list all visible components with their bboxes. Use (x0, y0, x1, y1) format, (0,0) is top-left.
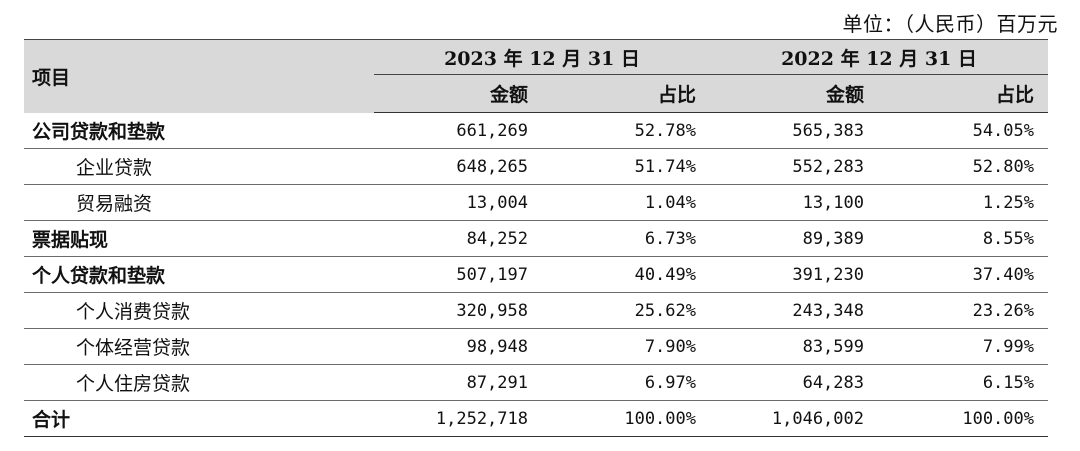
row-label: 合计 (24, 400, 374, 437)
table-row: 个人消费贷款 320,958 25.62% 243,348 23.26% (24, 292, 1048, 329)
amount-2023-cell: 84,252 (374, 220, 542, 257)
row-label: 企业贷款 (24, 148, 374, 185)
ratio-2022-cell: 6.15% (878, 364, 1048, 401)
ratio-2022-header: 占比 (878, 74, 1048, 113)
ratio-2022-cell: 23.26% (878, 292, 1048, 329)
ratio-2022-cell: 8.55% (878, 220, 1048, 257)
amount-2022-cell: 391,230 (710, 256, 878, 293)
amount-2022-cell: 13,100 (710, 184, 878, 221)
amount-2022-cell: 243,348 (710, 292, 878, 329)
row-label: 票据贴现 (24, 220, 374, 257)
unit-label: 单位：（人民币）百万元 (842, 12, 1058, 36)
ratio-2022-cell: 37.40% (878, 256, 1048, 293)
amount-2023-cell: 507,197 (374, 256, 542, 293)
table-row-total: 合计 1,252,718 100.00% 1,046,002 100.00% (24, 400, 1048, 437)
row-label: 公司贷款和垫款 (24, 112, 374, 149)
ratio-2022-cell: 1.25% (878, 184, 1048, 221)
amount-2022-cell: 552,283 (710, 148, 878, 185)
table-row: 企业贷款 648,265 51.74% 552,283 52.80% (24, 148, 1048, 185)
table-row: 个体经营贷款 98,948 7.90% 83,599 7.99% (24, 328, 1048, 365)
amount-2023-cell: 87,291 (374, 364, 542, 401)
amount-2022-cell: 1,046,002 (710, 400, 878, 437)
row-label: 贸易融资 (24, 184, 374, 221)
ratio-2023-cell: 6.97% (542, 364, 710, 401)
table-subheader-row: 金额 占比 金额 占比 (24, 74, 1048, 113)
ratio-2023-cell: 7.90% (542, 328, 710, 365)
ratio-2023-cell: 25.62% (542, 292, 710, 329)
row-label: 个体经营贷款 (24, 328, 374, 365)
ratio-2023-cell: 6.73% (542, 220, 710, 257)
year-2022-header: 2022 年 12 月 31 日 (710, 39, 1048, 75)
amount-2023-header: 金额 (374, 74, 542, 113)
amount-2022-cell: 565,383 (710, 112, 878, 149)
amount-2023-cell: 1,252,718 (374, 400, 542, 437)
amount-2023-cell: 13,004 (374, 184, 542, 221)
ratio-2023-cell: 51.74% (542, 148, 710, 185)
table-row: 贸易融资 13,004 1.04% 13,100 1.25% (24, 184, 1048, 221)
ratio-2023-cell: 40.49% (542, 256, 710, 293)
amount-2023-cell: 98,948 (374, 328, 542, 365)
loan-table: 项目 2023 年 12 月 31 日 2022 年 12 月 31 日 金额 … (24, 39, 1048, 437)
table-row: 公司贷款和垫款 661,269 52.78% 565,383 54.05% (24, 112, 1048, 149)
amount-2022-cell: 89,389 (710, 220, 878, 257)
table-row: 个人贷款和垫款 507,197 40.49% 391,230 37.40% (24, 256, 1048, 293)
ratio-2023-cell: 100.00% (542, 400, 710, 437)
ratio-2023-cell: 52.78% (542, 112, 710, 149)
year-2023-header: 2023 年 12 月 31 日 (374, 39, 710, 75)
table-row: 票据贴现 84,252 6.73% 89,389 8.55% (24, 220, 1048, 257)
amount-2023-cell: 320,958 (374, 292, 542, 329)
ratio-2023-cell: 1.04% (542, 184, 710, 221)
ratio-2022-cell: 54.05% (878, 112, 1048, 149)
ratio-2022-cell: 7.99% (878, 328, 1048, 365)
item-column-header: 项目 (24, 39, 374, 113)
table-header-row: 项目 2023 年 12 月 31 日 2022 年 12 月 31 日 (24, 39, 1048, 113)
row-label: 个人贷款和垫款 (24, 256, 374, 293)
amount-2023-cell: 648,265 (374, 148, 542, 185)
ratio-2023-header: 占比 (542, 74, 710, 113)
amount-2022-cell: 64,283 (710, 364, 878, 401)
ratio-2022-cell: 100.00% (878, 400, 1048, 437)
table-row: 个人住房贷款 87,291 6.97% 64,283 6.15% (24, 364, 1048, 401)
ratio-2022-cell: 52.80% (878, 148, 1048, 185)
row-label: 个人消费贷款 (24, 292, 374, 329)
amount-2022-cell: 83,599 (710, 328, 878, 365)
amount-2022-header: 金额 (710, 74, 878, 113)
amount-2023-cell: 661,269 (374, 112, 542, 149)
row-label: 个人住房贷款 (24, 364, 374, 401)
